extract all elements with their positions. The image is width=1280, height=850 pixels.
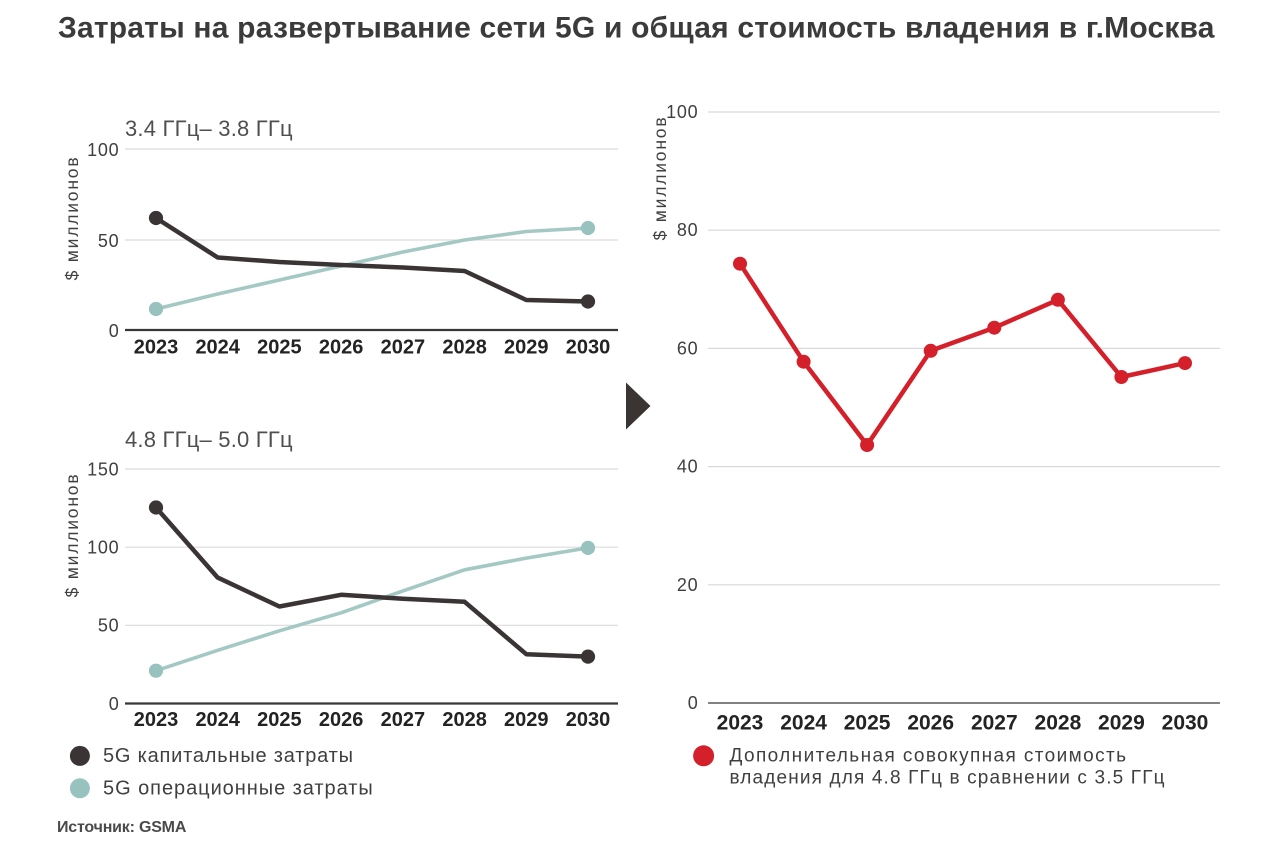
svg-text:2024: 2024 xyxy=(195,337,240,359)
svg-text:Дополнительная совокупная стои: Дополнительная совокупная стоимость xyxy=(730,746,1128,767)
svg-text:2023: 2023 xyxy=(717,712,764,735)
svg-text:100: 100 xyxy=(666,102,698,122)
svg-text:2025: 2025 xyxy=(257,337,302,359)
svg-text:2030: 2030 xyxy=(566,709,611,731)
svg-text:2028: 2028 xyxy=(442,709,487,731)
svg-text:2028: 2028 xyxy=(442,337,487,359)
svg-text:$ миллионов: $ миллионов xyxy=(62,473,82,598)
svg-text:40: 40 xyxy=(677,457,699,477)
svg-text:3.4 ГГц– 3.8 ГГц: 3.4 ГГц– 3.8 ГГц xyxy=(125,116,293,141)
svg-text:20: 20 xyxy=(677,575,699,595)
svg-text:5G капитальные затраты: 5G капитальные затраты xyxy=(103,745,354,767)
svg-text:50: 50 xyxy=(98,231,120,251)
svg-text:150: 150 xyxy=(87,460,119,480)
svg-text:2026: 2026 xyxy=(319,337,364,359)
svg-text:2026: 2026 xyxy=(319,709,364,731)
svg-text:60: 60 xyxy=(677,338,699,358)
svg-text:2029: 2029 xyxy=(504,337,549,359)
svg-text:2025: 2025 xyxy=(844,712,891,735)
svg-text:2027: 2027 xyxy=(381,709,426,731)
svg-text:4.8 ГГц– 5.0 ГГц: 4.8 ГГц– 5.0 ГГц xyxy=(125,427,293,452)
svg-text:$ миллионов: $ миллионов xyxy=(62,156,82,281)
svg-text:2029: 2029 xyxy=(504,709,549,731)
svg-text:2026: 2026 xyxy=(907,712,954,735)
svg-text:2025: 2025 xyxy=(257,709,302,731)
svg-text:2024: 2024 xyxy=(780,712,827,735)
svg-text:80: 80 xyxy=(677,220,699,240)
svg-text:2030: 2030 xyxy=(1162,712,1209,735)
svg-text:2029: 2029 xyxy=(1098,712,1145,735)
svg-text:владения для 4.8 ГГц в сравнен: владения для 4.8 ГГц в сравнении с 3.5 Г… xyxy=(730,768,1166,789)
svg-text:2027: 2027 xyxy=(971,712,1018,735)
svg-text:Затраты на развертывание сети: Затраты на развертывание сети 5G и общая… xyxy=(58,12,1215,45)
svg-text:100: 100 xyxy=(87,538,119,558)
svg-text:0: 0 xyxy=(109,694,120,714)
svg-text:2023: 2023 xyxy=(134,337,179,359)
svg-text:0: 0 xyxy=(688,693,699,713)
svg-text:50: 50 xyxy=(98,616,120,636)
svg-text:0: 0 xyxy=(109,321,120,341)
svg-text:2027: 2027 xyxy=(381,337,426,359)
svg-text:Источник: GSMA: Источник: GSMA xyxy=(57,819,187,836)
svg-text:100: 100 xyxy=(87,140,119,160)
svg-text:2028: 2028 xyxy=(1035,712,1082,735)
svg-text:$ миллионов: $ миллионов xyxy=(650,116,670,241)
svg-text:2023: 2023 xyxy=(134,709,179,731)
svg-text:5G операционные затраты: 5G операционные затраты xyxy=(103,778,374,800)
svg-text:2030: 2030 xyxy=(566,337,611,359)
svg-text:2024: 2024 xyxy=(195,709,240,731)
